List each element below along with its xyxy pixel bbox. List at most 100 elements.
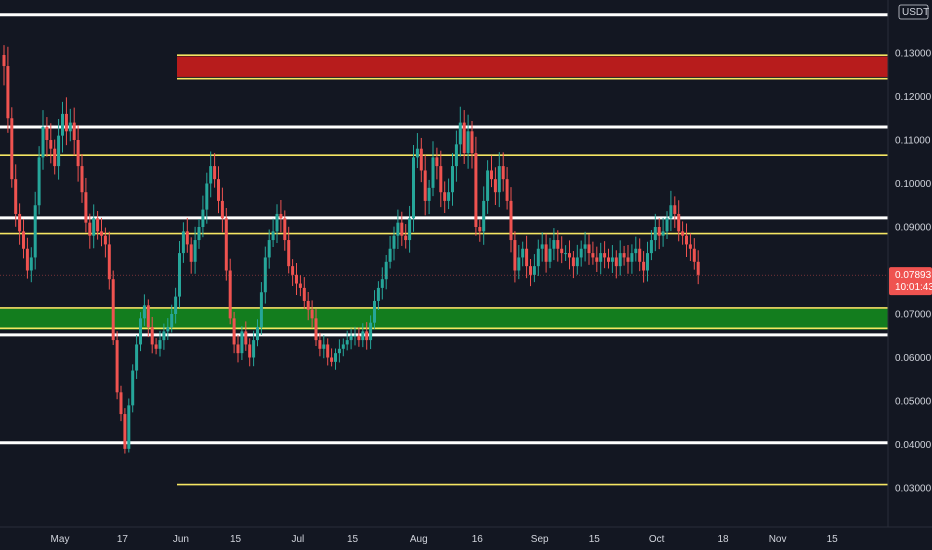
- candle-body: [135, 344, 139, 371]
- candle-body: [103, 235, 107, 245]
- x-tick-label: 18: [717, 534, 729, 545]
- candle-body: [228, 270, 232, 319]
- candle-body: [373, 300, 376, 323]
- candle-body: [61, 113, 64, 136]
- candle-body: [322, 344, 326, 349]
- candle-body: [560, 248, 564, 254]
- candle-body: [497, 166, 501, 193]
- candle-body: [661, 231, 665, 236]
- candle-body: [139, 318, 142, 345]
- x-tick-label: Jul: [292, 534, 305, 545]
- candle-body: [18, 213, 22, 232]
- x-tick-label: 15: [347, 534, 359, 545]
- candle-body: [427, 187, 431, 201]
- candle-body: [685, 235, 688, 245]
- candle-body: [220, 200, 224, 219]
- candle-body: [673, 205, 677, 214]
- candle-body: [548, 248, 552, 262]
- candle-body: [439, 166, 443, 193]
- candle-body: [415, 148, 419, 158]
- candle-body: [279, 213, 283, 219]
- candle-body: [205, 183, 209, 210]
- candle-body: [80, 166, 84, 193]
- candle-body: [646, 253, 649, 271]
- candle-body: [634, 248, 638, 254]
- candle-body: [482, 200, 486, 232]
- last-price-value: 0.07893: [895, 270, 932, 281]
- candle-body: [466, 131, 470, 154]
- x-tick-label: 16: [472, 534, 484, 545]
- candle-body: [259, 292, 263, 328]
- candle-body: [224, 218, 228, 271]
- candle-body: [111, 279, 115, 341]
- y-tick-label: 0.07000: [895, 310, 932, 321]
- candle-body: [607, 257, 610, 262]
- x-axis-background: [0, 527, 932, 550]
- candle-body: [252, 340, 256, 358]
- candle-body: [326, 344, 330, 358]
- x-tick-label: May: [51, 534, 70, 545]
- candle-body: [529, 266, 532, 275]
- candle-body: [68, 122, 72, 132]
- y-tick-label: 0.09000: [895, 223, 932, 234]
- candle-body: [298, 283, 302, 288]
- currency-label: USDT: [902, 7, 929, 18]
- candle-body: [458, 122, 462, 145]
- candle-body: [88, 222, 92, 236]
- candle-body: [201, 209, 205, 227]
- candle-body: [622, 253, 626, 258]
- candle-body: [236, 344, 240, 354]
- candle-body: [64, 113, 68, 132]
- candle-body: [353, 335, 357, 337]
- candle-body: [568, 253, 571, 258]
- candle-body: [571, 257, 575, 267]
- candle-body: [302, 287, 306, 301]
- candle-body: [178, 253, 181, 297]
- candle-body: [486, 170, 490, 201]
- candle-body: [649, 240, 653, 254]
- y-tick-label: 0.06000: [895, 353, 932, 364]
- candle-body: [626, 257, 630, 262]
- candle-body: [579, 248, 583, 258]
- candle-body: [283, 218, 287, 241]
- candle-body: [232, 318, 236, 345]
- y-tick-label: 0.13000: [895, 49, 932, 60]
- x-tick-label: 15: [230, 534, 242, 545]
- candle-body: [493, 179, 497, 193]
- candle-body: [575, 257, 579, 267]
- levels-layer: [0, 13, 888, 486]
- candle-body: [131, 370, 135, 406]
- candle-body: [638, 248, 642, 262]
- candle-body: [341, 344, 345, 349]
- candle-body: [431, 157, 435, 188]
- candle-body: [361, 331, 365, 341]
- candle-body: [189, 244, 193, 262]
- candle-body: [115, 340, 119, 393]
- candle-body: [509, 200, 513, 241]
- candle-body: [181, 231, 185, 254]
- candle-body: [587, 244, 591, 254]
- candle-body: [33, 205, 37, 258]
- candle-body: [384, 261, 388, 280]
- candle-body: [96, 218, 100, 232]
- candle-body: [501, 166, 505, 180]
- candle-body: [337, 348, 341, 354]
- candle-body: [369, 322, 373, 341]
- last-price-countdown: 10:01:43: [895, 282, 932, 293]
- candle-body: [412, 157, 415, 219]
- candle-body: [692, 248, 696, 262]
- x-tick-label: 15: [827, 534, 839, 545]
- candle-body: [29, 257, 33, 271]
- x-tick-label: Jun: [173, 534, 189, 545]
- candle-body: [591, 253, 595, 258]
- candle-body: [521, 248, 525, 258]
- candle-body: [127, 405, 131, 449]
- y-tick-label: 0.11000: [895, 136, 931, 147]
- candle-body: [447, 192, 451, 201]
- candle-body: [349, 335, 353, 341]
- y-tick-label: 0.05000: [895, 397, 932, 408]
- candle-body: [166, 327, 170, 332]
- zones-layer: [0, 56, 888, 330]
